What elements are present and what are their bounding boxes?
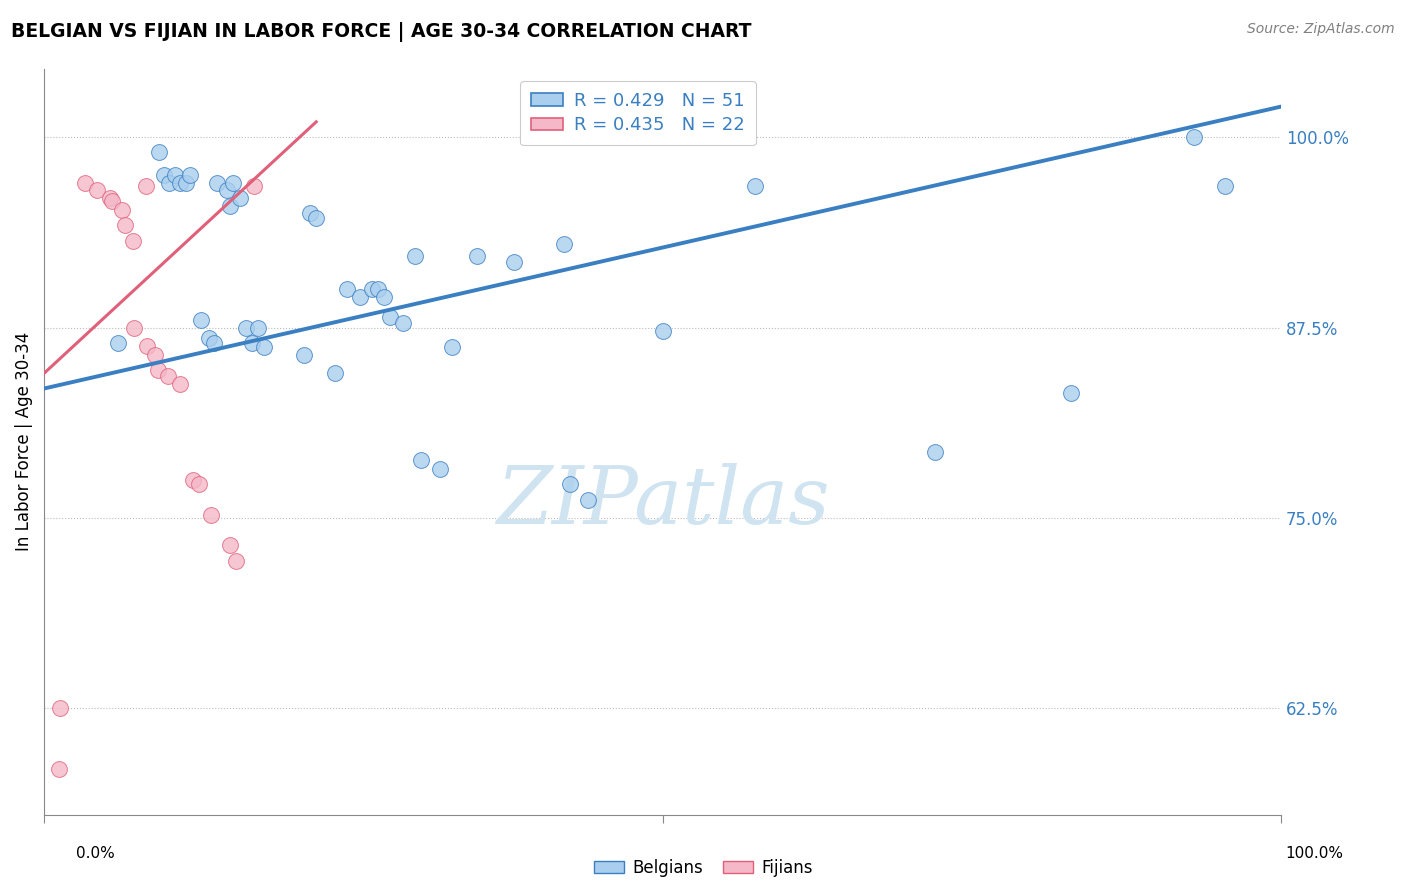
Point [107,335,129,350]
Point [222,176,245,190]
Legend: Belgians, Fijians: Belgians, Fijians [586,853,820,884]
Point [299,206,322,220]
Text: Source: ZipAtlas.com: Source: ZipAtlas.com [1247,22,1395,37]
Text: 100.0%: 100.0% [1285,847,1344,861]
Point [49,701,72,715]
Point [218,538,240,552]
Point [292,348,315,362]
Point [114,219,136,233]
Point [651,324,673,338]
Point [247,320,270,334]
Point [373,290,395,304]
Point [146,363,169,377]
Point [86,183,108,197]
Point [156,369,179,384]
Point [48,763,70,777]
Point [190,313,212,327]
Point [253,340,276,354]
Point [360,283,382,297]
Legend: R = 0.429   N = 51, R = 0.435   N = 22: R = 0.429 N = 51, R = 0.435 N = 22 [520,81,755,145]
Point [179,168,201,182]
Point [558,477,581,491]
Point [658,130,681,145]
Point [217,183,239,197]
Point [169,176,191,190]
Point [124,320,146,334]
Point [503,255,526,269]
Text: ZIPatlas: ZIPatlas [496,463,830,541]
Point [181,473,204,487]
Point [200,508,222,522]
Point [122,234,145,248]
Point [202,335,225,350]
Point [380,310,402,324]
Point [187,477,209,491]
Point [157,176,180,190]
Point [73,176,96,190]
Point [176,176,198,190]
Point [111,203,134,218]
Point [148,145,170,160]
Point [429,462,451,476]
Point [553,236,575,251]
Point [98,191,121,205]
Point [135,178,157,193]
Point [391,316,413,330]
Y-axis label: In Labor Force | Age 30-34: In Labor Force | Age 30-34 [15,332,32,551]
Point [1060,386,1083,401]
Point [336,283,359,297]
Point [197,331,219,345]
Point [441,340,464,354]
Point [1213,178,1236,193]
Point [404,249,426,263]
Point [101,194,124,208]
Point [145,348,167,362]
Point [744,178,766,193]
Point [165,168,187,182]
Point [305,211,328,225]
Point [576,492,599,507]
Text: 0.0%: 0.0% [76,847,115,861]
Point [323,366,346,380]
Point [153,168,176,182]
Point [240,335,263,350]
Point [243,178,266,193]
Point [465,249,488,263]
Point [225,554,247,568]
Point [218,199,240,213]
Point [228,191,250,205]
Point [169,376,191,391]
Point [135,339,157,353]
Point [235,320,257,334]
Point [924,445,946,459]
Point [207,176,229,190]
Point [1182,130,1205,145]
Point [367,283,389,297]
Point [349,290,371,304]
Point [411,453,433,467]
Text: BELGIAN VS FIJIAN IN LABOR FORCE | AGE 30-34 CORRELATION CHART: BELGIAN VS FIJIAN IN LABOR FORCE | AGE 3… [11,22,752,42]
